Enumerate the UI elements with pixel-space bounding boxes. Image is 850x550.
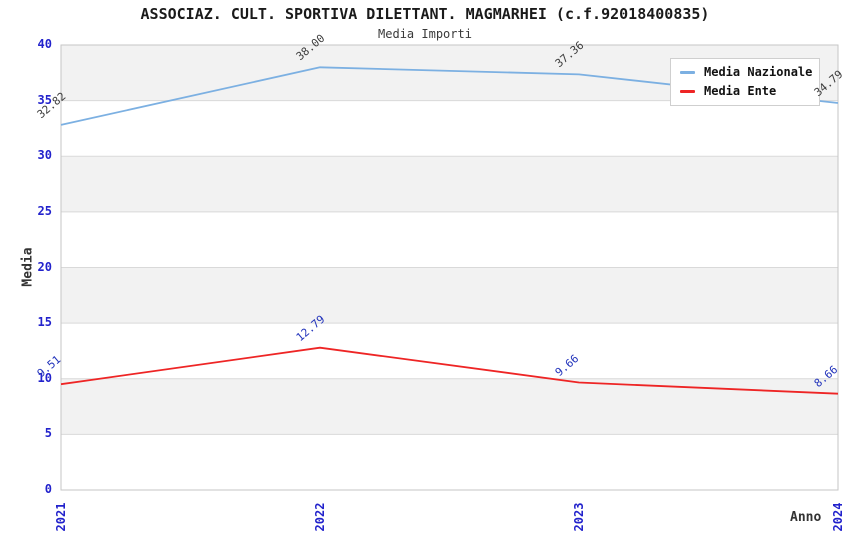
y-tick-label: 25 [37, 203, 52, 218]
legend-label-media-ente: Media Ente [704, 84, 777, 98]
x-axis-title: Anno [790, 510, 822, 525]
y-tick-label: 10 [37, 370, 52, 385]
x-tick-label: 2022 [313, 502, 327, 532]
legend-line-swatch-nazionale-icon [680, 71, 695, 74]
legend: Media Nazionale Media Ente [670, 58, 820, 106]
legend-line-swatch-ente-icon [680, 90, 695, 93]
y-tick-label: 40 [37, 37, 52, 51]
y-tick-label: 0 [44, 482, 52, 496]
legend-entry-media-nazionale: Media Nazionale [680, 65, 813, 80]
x-tick-label: 2024 [831, 502, 845, 532]
legend-entry-media-ente: Media Ente [680, 84, 810, 99]
y-tick-label: 20 [37, 259, 52, 274]
chart-title: ASSOCIAZ. CULT. SPORTIVA DILETTANT. MAGM… [140, 5, 710, 23]
legend-label-media-nazionale: Media Nazionale [704, 65, 813, 79]
chart-subtitle: Media Importi [378, 27, 472, 41]
y-tick-label: 5 [44, 426, 52, 441]
x-tick-label: 2023 [572, 502, 586, 532]
y-tick-label: 35 [37, 92, 52, 107]
series-line-media-ente [60, 346, 839, 395]
y-tick-label: 15 [37, 315, 52, 330]
x-tick-label: 2021 [54, 502, 68, 532]
y-tick-label: 30 [37, 148, 52, 163]
